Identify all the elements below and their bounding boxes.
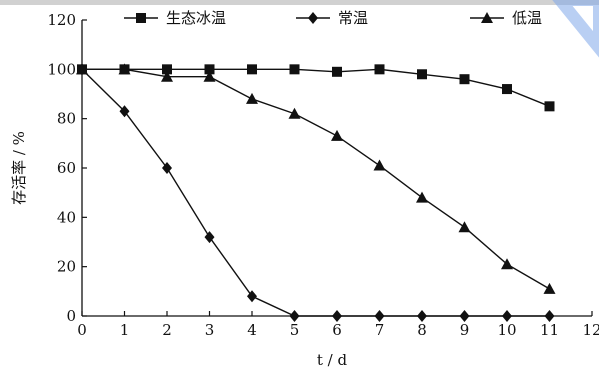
legend-item: 常温	[296, 9, 368, 27]
legend-item: 生态冰温	[124, 9, 226, 27]
data-point-square	[289, 64, 300, 75]
y-tick-label: 120	[47, 11, 76, 29]
legend-label: 常温	[338, 9, 368, 27]
data-point-triangle	[481, 12, 493, 23]
data-point-diamond	[308, 12, 318, 24]
data-point-square	[374, 64, 385, 75]
series-square	[77, 64, 555, 112]
data-point-square	[417, 69, 427, 80]
data-point-diamond	[119, 105, 130, 118]
data-point-diamond	[204, 231, 215, 244]
corner-watermark	[552, 0, 599, 58]
data-point-triangle	[416, 191, 428, 203]
plot-area	[76, 63, 556, 322]
legend-label: 生态冰温	[166, 9, 226, 27]
data-point-triangle	[246, 92, 258, 104]
y-tick-label: 0	[66, 307, 76, 325]
x-tick-label: 7	[375, 321, 385, 339]
y-axis-title: 存活率 / %	[10, 131, 28, 205]
data-point-diamond	[162, 162, 172, 174]
data-point-diamond	[459, 310, 470, 322]
data-point-triangle	[331, 129, 343, 141]
data-point-square	[332, 66, 342, 77]
series-triangle	[76, 63, 556, 294]
legend-item: 低温	[470, 9, 542, 27]
x-tick-label: 3	[205, 321, 215, 339]
data-point-square	[162, 64, 172, 75]
x-tick-label: 12	[582, 321, 599, 339]
data-point-square	[204, 64, 215, 75]
data-point-triangle	[543, 282, 556, 294]
data-point-diamond	[247, 290, 257, 303]
y-tick-label: 80	[57, 110, 76, 128]
data-point-triangle	[458, 221, 471, 233]
data-point-diamond	[502, 310, 512, 322]
data-point-square	[502, 84, 512, 95]
y-tick-label: 100	[47, 60, 76, 78]
y-tick-label: 20	[57, 258, 76, 276]
data-point-diamond	[289, 310, 300, 322]
x-tick-label: 8	[417, 321, 427, 339]
legend-label: 低温	[512, 9, 542, 27]
x-axis-title: t / d	[317, 351, 348, 369]
series-line-triangle	[82, 68, 550, 290]
data-point-triangle	[118, 63, 131, 75]
data-point-diamond	[374, 310, 385, 322]
data-point-diamond	[332, 310, 342, 322]
y-tick-label: 60	[57, 159, 76, 177]
x-tick-label: 10	[497, 321, 516, 339]
data-point-triangle	[501, 258, 513, 270]
x-tick-label: 1	[120, 321, 130, 339]
series-diamond	[77, 63, 555, 322]
x-tick-label: 4	[247, 321, 257, 339]
x-tick-label: 5	[290, 321, 300, 339]
top-clipped-text-strip	[0, 0, 599, 5]
y-axis-ticks: 0 20 40 60 80 100 120	[47, 11, 87, 325]
data-point-triangle	[203, 70, 216, 82]
y-tick-label: 40	[57, 208, 76, 226]
data-point-square	[247, 64, 257, 75]
x-tick-label: 11	[540, 321, 559, 339]
data-point-triangle	[161, 70, 173, 82]
data-point-triangle	[76, 63, 88, 75]
series-line-square	[82, 68, 550, 107]
legend: 生态冰温 常温 低温	[124, 9, 542, 27]
x-tick-label: 9	[460, 321, 470, 339]
data-point-square	[544, 101, 555, 112]
data-point-diamond	[417, 310, 427, 322]
x-axis-ticks: 0 1 2 3 4 5 6 7 8 9 10 11 12	[77, 311, 599, 339]
data-point-diamond	[544, 310, 555, 322]
series-line-diamond	[81, 68, 550, 317]
x-tick-label: 0	[77, 321, 87, 339]
data-point-square	[136, 13, 146, 23]
data-point-triangle	[288, 107, 301, 119]
data-point-square	[459, 74, 470, 85]
x-tick-label: 2	[162, 321, 172, 339]
data-point-triangle	[373, 159, 386, 171]
x-tick-label: 6	[332, 321, 342, 339]
